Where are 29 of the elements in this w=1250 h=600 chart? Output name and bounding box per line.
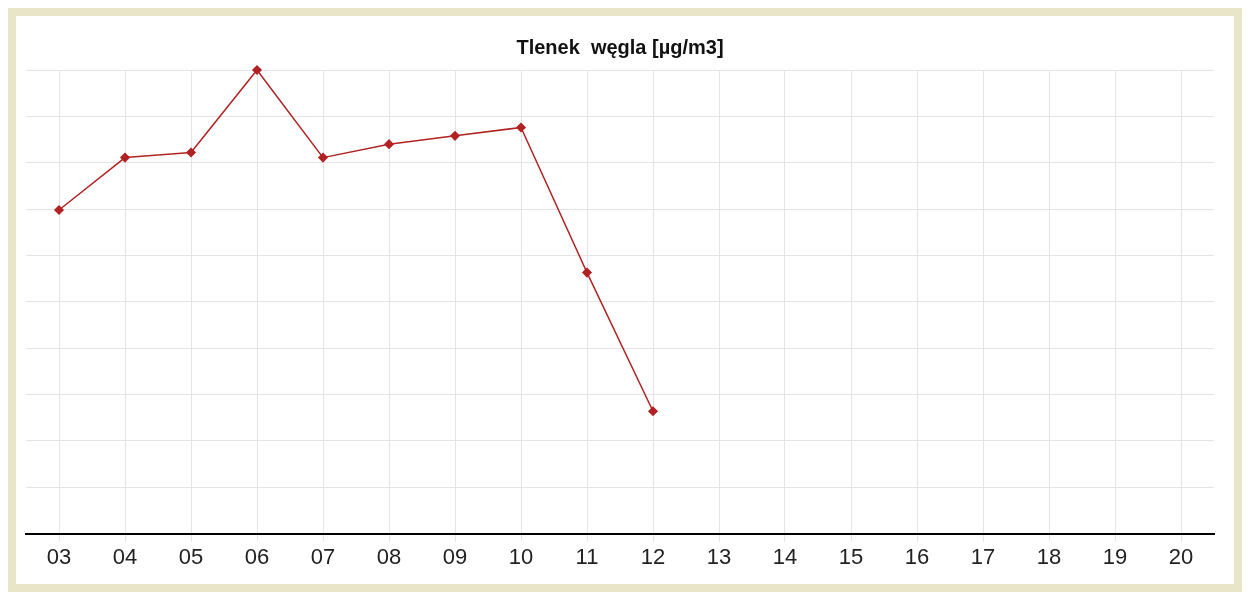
x-tick-label: 18 [1036,543,1062,569]
point [384,139,394,149]
x-tick-label: 08 [376,543,402,569]
x-tick-label: 10 [508,543,534,569]
point [252,65,262,75]
x-tick-label: 03 [46,543,72,569]
point [120,152,130,163]
point [648,406,658,416]
x-tick-label: 07 [310,543,336,569]
point [54,205,64,215]
chart-title: Tlenek węgla [µg/m3] [516,35,724,58]
x-tick-label: 11 [575,543,599,569]
point [186,147,196,158]
x-tick-label: 15 [838,543,864,569]
x-tick-label: 19 [1102,543,1128,569]
x-tick-label: 13 [706,543,732,569]
point [318,152,328,163]
point [450,131,460,141]
x-tick-label: 04 [112,543,138,569]
x-tick-label: 12 [640,543,666,569]
point [582,267,592,278]
x-tick-label: 16 [904,543,930,569]
x-tick-label: 05 [178,543,204,569]
x-tick-label: 20 [1168,543,1194,569]
x-tick-label: 09 [442,543,468,569]
x-tick-label: 06 [244,543,270,569]
x-tick-label: 14 [772,543,798,569]
point [516,122,526,133]
x-tick-label: 17 [970,543,996,569]
